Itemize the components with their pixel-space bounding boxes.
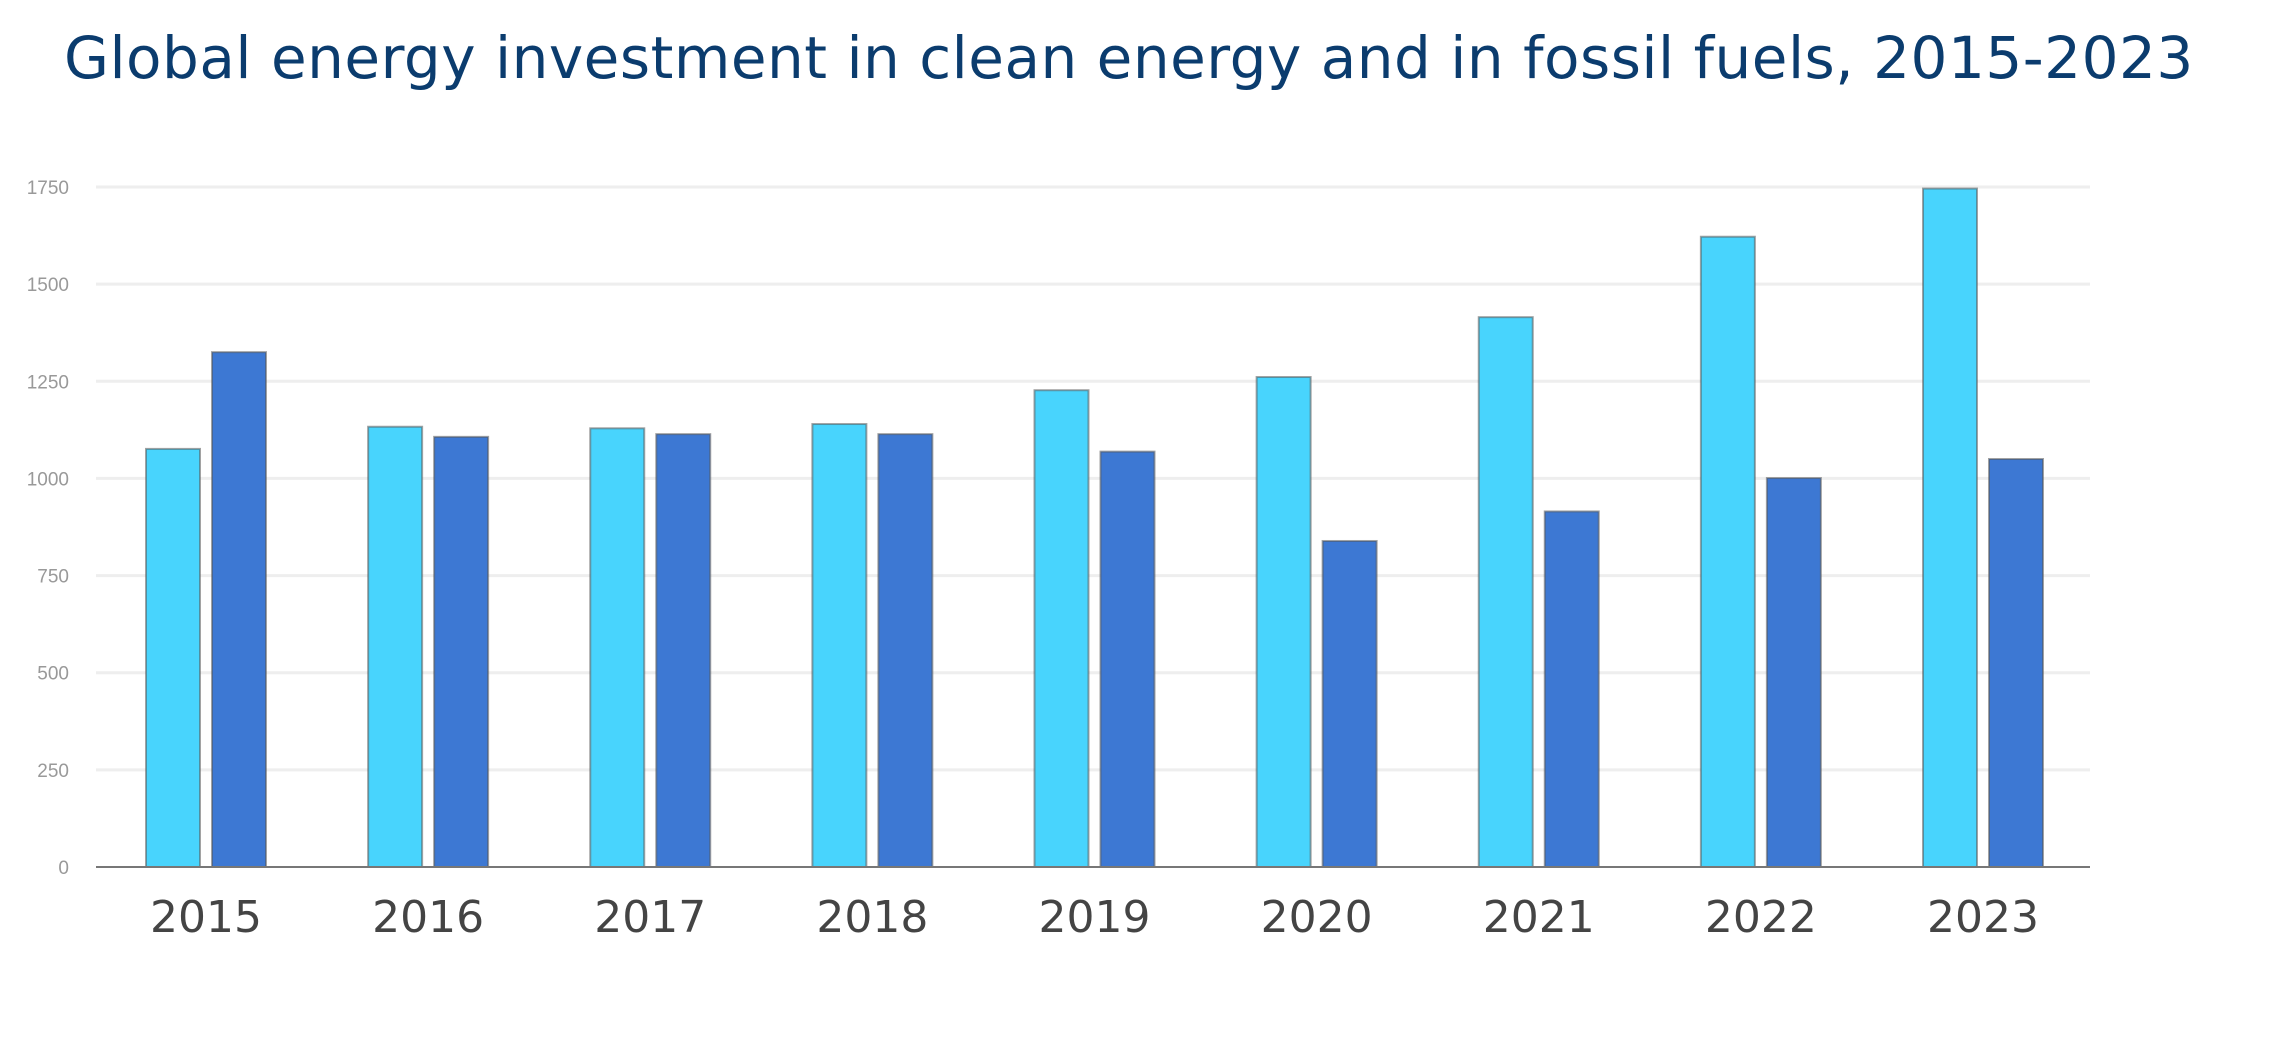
y-tick-label: 0: [58, 858, 69, 879]
x-tick-label: 2018: [816, 892, 928, 943]
bar-fossil-2020: [1321, 539, 1378, 868]
bar-fossil-2018: [877, 433, 934, 868]
x-tick-label: 2023: [1927, 892, 2039, 943]
y-tick-label: 1250: [27, 372, 69, 393]
bar-fossil-2021: [1543, 510, 1600, 868]
x-tick-label: 2019: [1039, 892, 1151, 943]
x-tick-label: 2021: [1483, 892, 1595, 943]
bar-clean-2022: [1699, 235, 1756, 869]
bar-clean-2015: [145, 447, 201, 868]
bar-clean-2017: [589, 427, 646, 868]
bar-fossil-2015: [211, 351, 267, 868]
bar-fossil-2023: [1988, 458, 2044, 868]
y-tick-label: 250: [37, 761, 69, 782]
x-tick-label: 2016: [372, 892, 484, 943]
x-tick-label: 2017: [594, 892, 706, 943]
chart-title: Global energy investment in clean energy…: [64, 24, 2194, 92]
y-tick-label: 750: [37, 567, 69, 588]
bar-fossil-2022: [1765, 477, 1822, 868]
y-tick-label: 1750: [27, 178, 69, 199]
bar-clean-2020: [1255, 376, 1312, 868]
y-tick-label: 1000: [27, 469, 69, 490]
y-tick-label: 1500: [27, 275, 69, 296]
bar-clean-2023: [1922, 187, 1978, 869]
bar-clean-2021: [1477, 316, 1534, 868]
bar-clean-2018: [811, 423, 868, 868]
x-tick-label: 2020: [1261, 892, 1373, 943]
x-tick-label: 2015: [150, 892, 262, 943]
bar-fossil-2019: [1099, 450, 1156, 868]
y-tick-label: 500: [37, 664, 69, 685]
bar-clean-2016: [367, 425, 424, 868]
x-tick-label: 2022: [1705, 892, 1817, 943]
bar-fossil-2017: [655, 433, 712, 868]
bar-clean-2019: [1033, 389, 1090, 868]
bar-fossil-2016: [433, 435, 490, 868]
